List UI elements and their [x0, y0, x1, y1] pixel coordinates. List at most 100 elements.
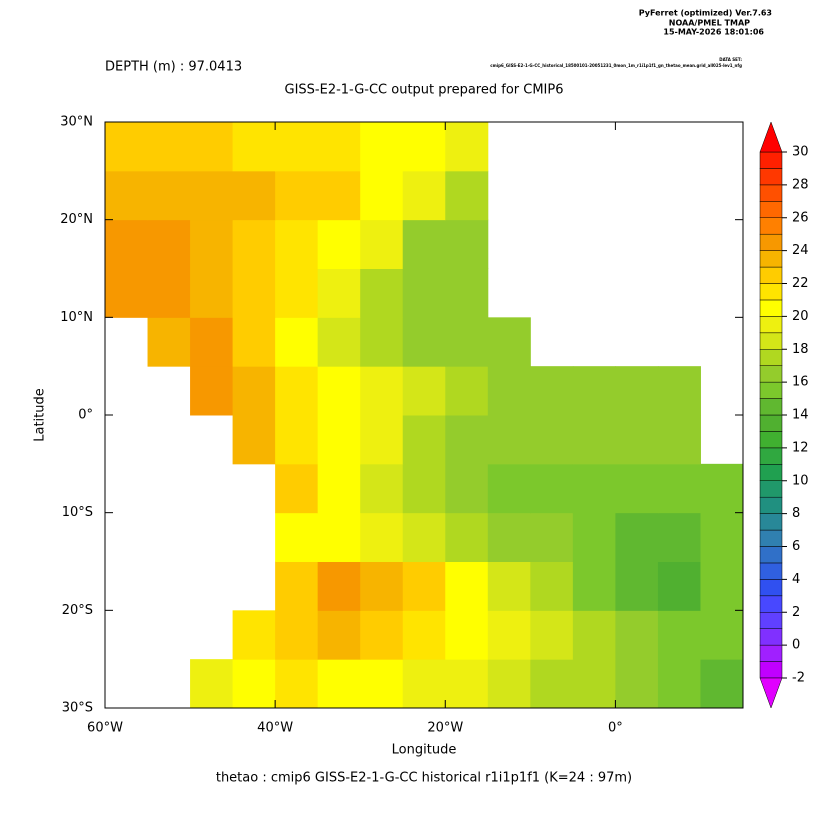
- cell: [360, 317, 404, 367]
- cell: [530, 610, 574, 660]
- cell: [445, 268, 489, 318]
- cell: [657, 512, 701, 562]
- colorbar-box: [759, 513, 783, 531]
- colorbar-box: [759, 661, 783, 679]
- colorbar-tick-label: 14: [792, 408, 809, 423]
- cell: [657, 366, 701, 416]
- cell: [572, 610, 616, 660]
- cell: [402, 268, 446, 318]
- cell: [402, 561, 446, 611]
- x-tick-label: 60°W: [87, 721, 123, 736]
- colorbar-box: [759, 546, 783, 564]
- cell: [232, 610, 276, 660]
- cell: [487, 659, 531, 709]
- colorbar-tick-label: 2: [792, 605, 800, 620]
- colorbar-box: [759, 184, 783, 202]
- cell: [402, 317, 446, 367]
- colorbar-under: [759, 677, 783, 709]
- colorbar-tick-label: 0: [792, 638, 800, 653]
- cell: [402, 219, 446, 269]
- cell: [360, 659, 404, 709]
- cell: [402, 170, 446, 221]
- cell: [232, 415, 276, 465]
- cell: [360, 268, 404, 318]
- colorbar-box: [759, 266, 783, 284]
- cell: [147, 317, 191, 367]
- cell: [275, 170, 319, 221]
- cell: [700, 561, 744, 611]
- cell: [530, 366, 574, 416]
- cell: [190, 122, 234, 172]
- colorbar-box: [759, 612, 783, 629]
- cell: [190, 268, 234, 318]
- cell: [360, 610, 404, 660]
- colorbar-box: [759, 283, 783, 301]
- colorbar-box: [759, 233, 783, 251]
- colorbar-box: [759, 250, 783, 268]
- cell: [700, 512, 744, 562]
- colorbar-box: [759, 217, 783, 235]
- cell: [487, 561, 531, 611]
- cell: [147, 170, 191, 221]
- cell: [657, 610, 701, 660]
- cell: [615, 463, 659, 514]
- cell: [360, 170, 404, 221]
- cell: [190, 219, 234, 269]
- cell: [232, 317, 276, 367]
- cell: [445, 122, 489, 172]
- colorbar-tick-label: 26: [792, 210, 809, 225]
- cell: [615, 561, 659, 611]
- colorbar-box: [759, 332, 783, 350]
- cell: [615, 659, 659, 709]
- colorbar-box: [759, 414, 783, 432]
- cell: [445, 659, 489, 709]
- header-line: NOAA/PMEL TMAP: [669, 19, 750, 28]
- x-axis-label: Longitude: [392, 743, 457, 758]
- cell: [572, 512, 616, 562]
- colorbar-box: [759, 398, 783, 416]
- cell: [445, 512, 489, 562]
- colorbar-tick-label: 10: [792, 473, 809, 488]
- cell: [317, 512, 361, 562]
- cell: [190, 170, 234, 221]
- cell: [530, 415, 574, 465]
- cell: [445, 561, 489, 611]
- cell: [275, 561, 319, 611]
- cell: [275, 122, 319, 172]
- cell: [147, 122, 191, 172]
- cell: [530, 463, 574, 514]
- cell: [700, 659, 744, 709]
- cell: [402, 366, 446, 416]
- cell: [317, 219, 361, 269]
- cell: [530, 512, 574, 562]
- cell: [700, 610, 744, 660]
- header-line: 15-MAY-2026 18:01:06: [663, 28, 764, 37]
- cell: [360, 463, 404, 514]
- cell: [360, 219, 404, 269]
- colorbar-box: [759, 496, 783, 514]
- cell: [657, 463, 701, 514]
- cell: [275, 512, 319, 562]
- cell: [572, 561, 616, 611]
- cell: [657, 659, 701, 709]
- cell: [657, 561, 701, 611]
- colorbar-box: [759, 201, 783, 218]
- colorbar-tick-label: 16: [792, 375, 809, 390]
- cell: [275, 659, 319, 709]
- cell: [105, 122, 149, 172]
- cell: [487, 317, 531, 367]
- cell: [317, 463, 361, 514]
- cell: [275, 610, 319, 660]
- colorbar-tick-label: 30: [792, 145, 809, 160]
- colorbar-tick-label: 22: [792, 276, 809, 291]
- colorbar-box: [759, 595, 783, 613]
- y-tick-label: 30°S: [62, 701, 93, 716]
- cell: [317, 610, 361, 660]
- cell: [402, 463, 446, 514]
- cell: [190, 317, 234, 367]
- colorbar-box: [759, 168, 783, 186]
- colorbar-box: [759, 381, 783, 399]
- colorbar-box: [759, 447, 783, 465]
- cell: [317, 317, 361, 367]
- colorbar-box: [759, 464, 783, 481]
